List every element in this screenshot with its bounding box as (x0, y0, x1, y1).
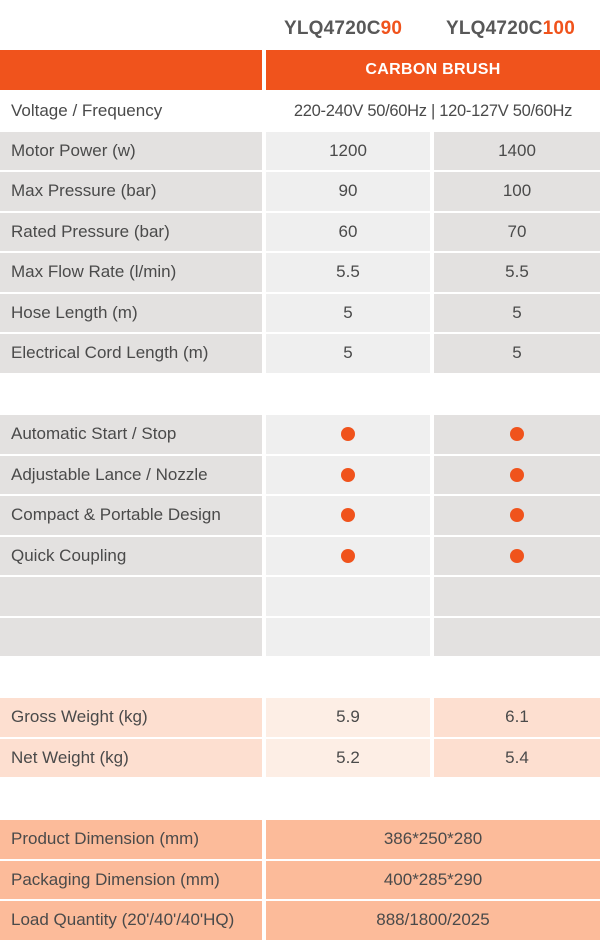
features-row-4-b (434, 577, 600, 616)
specs-row-5-b: 5 (434, 334, 600, 373)
model-2-suffix: 100 (542, 18, 575, 39)
features-row-4-label (0, 577, 262, 616)
model-1-suffix: 90 (380, 18, 403, 39)
model-2-prefix: YLQ4720C (446, 18, 543, 39)
model-1-prefix: YLQ4720C (284, 18, 381, 39)
specs-row-3-a: 5.5 (266, 253, 430, 292)
feature-dot-icon (510, 467, 524, 482)
specs-row-4-b: 5 (434, 293, 600, 332)
features-row-3-a (266, 536, 430, 575)
dimension-row-1-value: 400*285*290 (266, 860, 600, 899)
specs-row-2-label: Rated Pressure (bar) (0, 212, 262, 251)
specs-row-2-b: 70 (434, 212, 600, 251)
weights-row-1-label: Net Weight (kg) (0, 738, 262, 777)
features-row-3-b (434, 536, 600, 575)
specs-row-4-label: Hose Length (m) (0, 293, 262, 332)
dimension-row-0-label: Product Dimension (mm) (0, 820, 262, 859)
feature-dot-icon (510, 427, 524, 442)
weights-row-1-b: 5.4 (434, 738, 600, 777)
specs-row-5-a: 5 (266, 334, 430, 373)
specs-row-3-b: 5.5 (434, 253, 600, 292)
feature-dot-icon (341, 548, 355, 563)
specs-row-0-a: 1200 (266, 131, 430, 170)
specs-row-3-label: Max Flow Rate (l/min) (0, 253, 262, 292)
feature-dot-icon (341, 508, 355, 523)
features-row-5-a (266, 617, 430, 656)
category-label: CARBON BRUSH (365, 61, 501, 78)
feature-dot-icon (510, 548, 524, 563)
weights-row-0-a: 5.9 (266, 698, 430, 737)
features-row-4-a (266, 577, 430, 616)
features-row-1-a (266, 455, 430, 494)
features-row-3-label: Quick Coupling (0, 536, 262, 575)
header-bar-right: CARBON BRUSH (266, 50, 600, 90)
feature-dot-icon (510, 508, 524, 523)
specs-row-1-a: 90 (266, 172, 430, 211)
specs-row-5-label: Electrical Cord Length (m) (0, 334, 262, 373)
specs-row-0-b: 1400 (434, 131, 600, 170)
features-row-5-b (434, 617, 600, 656)
features-row-1-label: Adjustable Lance / Nozzle (0, 455, 262, 494)
features-row-0-a (266, 415, 430, 454)
model-header-2: YLQ4720C100 (446, 18, 575, 40)
features-row-2-a (266, 496, 430, 535)
specs-row-1-label: Max Pressure (bar) (0, 172, 262, 211)
features-row-5-label (0, 617, 262, 656)
voltage-value: 220-240V 50/60Hz | 120-127V 50/60Hz (293, 101, 573, 120)
specs-row-1-b: 100 (434, 172, 600, 211)
feature-dot-icon (341, 467, 355, 482)
specs-row-4-a: 5 (266, 293, 430, 332)
model-header-1: YLQ4720C90 (284, 18, 402, 40)
weights-row-0-label: Gross Weight (kg) (0, 698, 262, 737)
header-bar-left (0, 50, 262, 90)
features-row-1-b (434, 455, 600, 494)
feature-dot-icon (341, 427, 355, 442)
dimension-row-0-value: 386*250*280 (266, 820, 600, 859)
dimension-row-1-label: Packaging Dimension (mm) (0, 860, 262, 899)
features-row-2-label: Compact & Portable Design (0, 496, 262, 535)
weights-row-1-a: 5.2 (266, 738, 430, 777)
dimension-row-2-value: 888/1800/2025 (266, 901, 600, 940)
features-row-2-b (434, 496, 600, 535)
weights-row-0-b: 6.1 (434, 698, 600, 737)
features-row-0-b (434, 415, 600, 454)
features-row-0-label: Automatic Start / Stop (0, 415, 262, 454)
dimension-row-2-label: Load Quantity (20'/40'/40'HQ) (0, 901, 262, 940)
specs-row-2-a: 60 (266, 212, 430, 251)
specs-row-0-label: Motor Power (w) (0, 131, 262, 170)
voltage-label: Voltage / Frequency (11, 101, 163, 120)
